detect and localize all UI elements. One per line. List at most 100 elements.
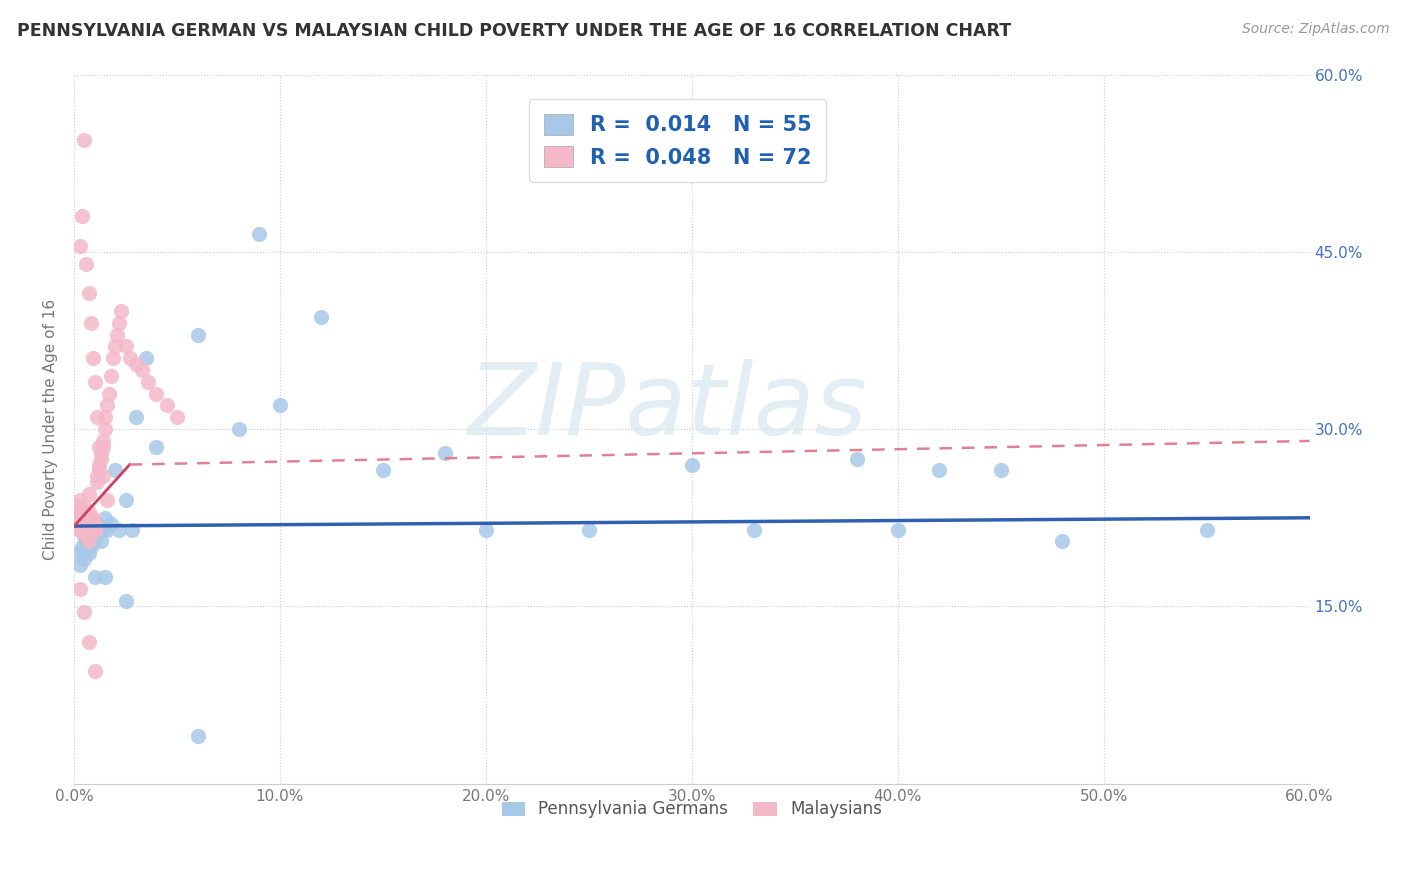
Text: PENNSYLVANIA GERMAN VS MALAYSIAN CHILD POVERTY UNDER THE AGE OF 16 CORRELATION C: PENNSYLVANIA GERMAN VS MALAYSIAN CHILD P… xyxy=(17,22,1011,40)
Point xyxy=(82,510,104,524)
Point xyxy=(77,487,100,501)
Point xyxy=(83,516,105,531)
Point xyxy=(121,523,143,537)
Point xyxy=(86,469,108,483)
Point xyxy=(73,605,96,619)
Point xyxy=(103,351,125,366)
Point xyxy=(135,351,157,366)
Point xyxy=(72,505,94,519)
Point xyxy=(83,523,105,537)
Point xyxy=(94,410,117,425)
Point xyxy=(77,534,100,549)
Point xyxy=(108,523,131,537)
Point xyxy=(83,523,105,537)
Point xyxy=(72,505,94,519)
Point xyxy=(79,316,101,330)
Point xyxy=(114,493,136,508)
Point xyxy=(83,375,105,389)
Point xyxy=(79,510,101,524)
Point xyxy=(79,523,101,537)
Point xyxy=(86,475,108,490)
Point xyxy=(578,523,600,537)
Point xyxy=(69,493,91,508)
Point xyxy=(82,528,104,542)
Point xyxy=(67,510,90,524)
Point xyxy=(75,257,97,271)
Point xyxy=(83,523,105,537)
Point xyxy=(83,570,105,584)
Point xyxy=(69,239,91,253)
Point xyxy=(73,132,96,146)
Point xyxy=(65,516,87,531)
Point xyxy=(94,570,117,584)
Point xyxy=(72,516,94,531)
Point xyxy=(77,516,100,531)
Point xyxy=(681,458,703,472)
Point xyxy=(73,528,96,542)
Point xyxy=(82,351,104,366)
Point xyxy=(309,310,332,324)
Point xyxy=(79,523,101,537)
Point xyxy=(79,516,101,531)
Point xyxy=(67,546,90,560)
Point xyxy=(136,375,159,389)
Point xyxy=(371,463,394,477)
Point xyxy=(114,339,136,353)
Point xyxy=(247,227,270,241)
Point xyxy=(187,730,209,744)
Legend: Pennsylvania Germans, Malaysians: Pennsylvania Germans, Malaysians xyxy=(495,794,889,825)
Point xyxy=(87,523,110,537)
Point xyxy=(886,523,908,537)
Point xyxy=(75,534,97,549)
Point xyxy=(65,499,87,513)
Point xyxy=(1052,534,1074,549)
Point xyxy=(125,357,148,371)
Point xyxy=(75,528,97,542)
Point xyxy=(69,582,91,596)
Point xyxy=(75,523,97,537)
Point xyxy=(72,210,94,224)
Point xyxy=(82,523,104,537)
Point xyxy=(105,327,128,342)
Point xyxy=(94,422,117,436)
Point xyxy=(100,516,122,531)
Point xyxy=(72,523,94,537)
Point xyxy=(86,516,108,531)
Point xyxy=(77,635,100,649)
Point xyxy=(73,510,96,524)
Point xyxy=(98,386,121,401)
Point xyxy=(90,534,112,549)
Point xyxy=(475,523,498,537)
Point xyxy=(118,351,141,366)
Point xyxy=(166,410,188,425)
Point xyxy=(67,499,90,513)
Point xyxy=(228,422,250,436)
Point xyxy=(742,523,765,537)
Text: Source: ZipAtlas.com: Source: ZipAtlas.com xyxy=(1241,22,1389,37)
Point xyxy=(91,434,114,448)
Point xyxy=(67,516,90,531)
Point xyxy=(75,516,97,531)
Point xyxy=(83,534,105,549)
Point xyxy=(77,510,100,524)
Point xyxy=(90,446,112,460)
Point xyxy=(87,440,110,454)
Point xyxy=(91,523,114,537)
Point xyxy=(433,446,456,460)
Point xyxy=(65,516,87,531)
Point xyxy=(77,286,100,301)
Point xyxy=(83,665,105,679)
Point xyxy=(73,523,96,537)
Point xyxy=(114,593,136,607)
Point xyxy=(96,399,118,413)
Point xyxy=(73,523,96,537)
Text: ZIPatlas: ZIPatlas xyxy=(467,359,868,457)
Point xyxy=(110,304,132,318)
Point xyxy=(69,558,91,572)
Point xyxy=(928,463,950,477)
Point xyxy=(87,463,110,477)
Point xyxy=(156,399,179,413)
Point xyxy=(91,469,114,483)
Y-axis label: Child Poverty Under the Age of 16: Child Poverty Under the Age of 16 xyxy=(44,299,58,559)
Point xyxy=(69,510,91,524)
